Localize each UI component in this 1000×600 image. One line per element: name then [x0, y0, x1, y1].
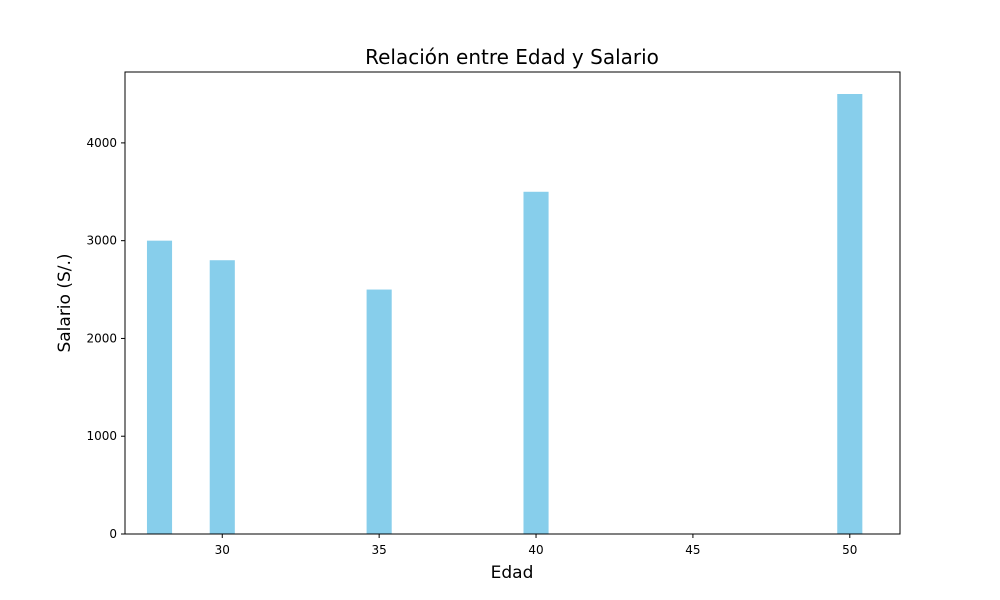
- x-tick-label: 35: [372, 543, 387, 557]
- y-axis-label: Salario (S/.): [55, 253, 75, 352]
- bar-28: [146, 240, 173, 534]
- y-tick-label: 0: [109, 527, 117, 541]
- y-tick-label: 1000: [86, 429, 117, 443]
- bars-group: [146, 94, 863, 534]
- bar-35: [366, 289, 392, 534]
- y-tick-label: 3000: [86, 234, 117, 248]
- bar-30: [209, 260, 235, 534]
- y-tick-label: 4000: [86, 136, 117, 150]
- x-tick-label: 45: [685, 543, 700, 557]
- y-tick-label: 2000: [86, 331, 117, 345]
- y-axis-ticks: 0 1000 2000 3000 4000: [86, 136, 125, 541]
- x-axis-ticks: 30 35 40 45 50: [215, 534, 857, 557]
- x-tick-label: 30: [215, 543, 230, 557]
- x-tick-label: 40: [528, 543, 543, 557]
- x-tick-label: 50: [842, 543, 857, 557]
- bar-40: [523, 191, 549, 534]
- bar-50: [837, 94, 863, 534]
- plot-area-frame: [124, 71, 901, 535]
- chart-title: Relación entre Edad y Salario: [365, 45, 659, 69]
- x-axis-label: Edad: [491, 563, 534, 583]
